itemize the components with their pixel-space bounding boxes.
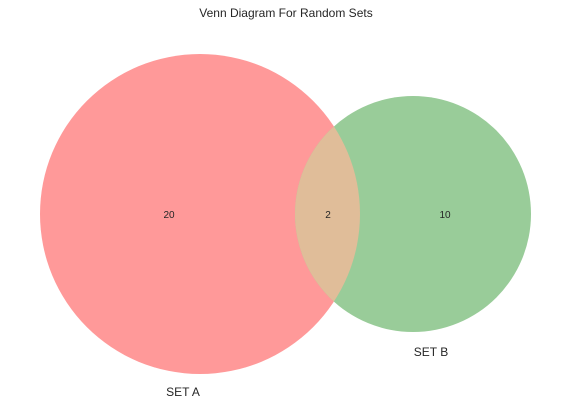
set-a-only-value: 20 [163, 210, 175, 221]
set-b-circle [295, 96, 531, 332]
set-b-only-value: 10 [439, 210, 451, 221]
intersection-value: 2 [325, 210, 331, 221]
set-a-circle [40, 54, 360, 374]
set-b-label: SET B [414, 345, 448, 359]
chart-title: Venn Diagram For Random Sets [199, 6, 372, 20]
set-a-label: SET A [166, 385, 200, 399]
